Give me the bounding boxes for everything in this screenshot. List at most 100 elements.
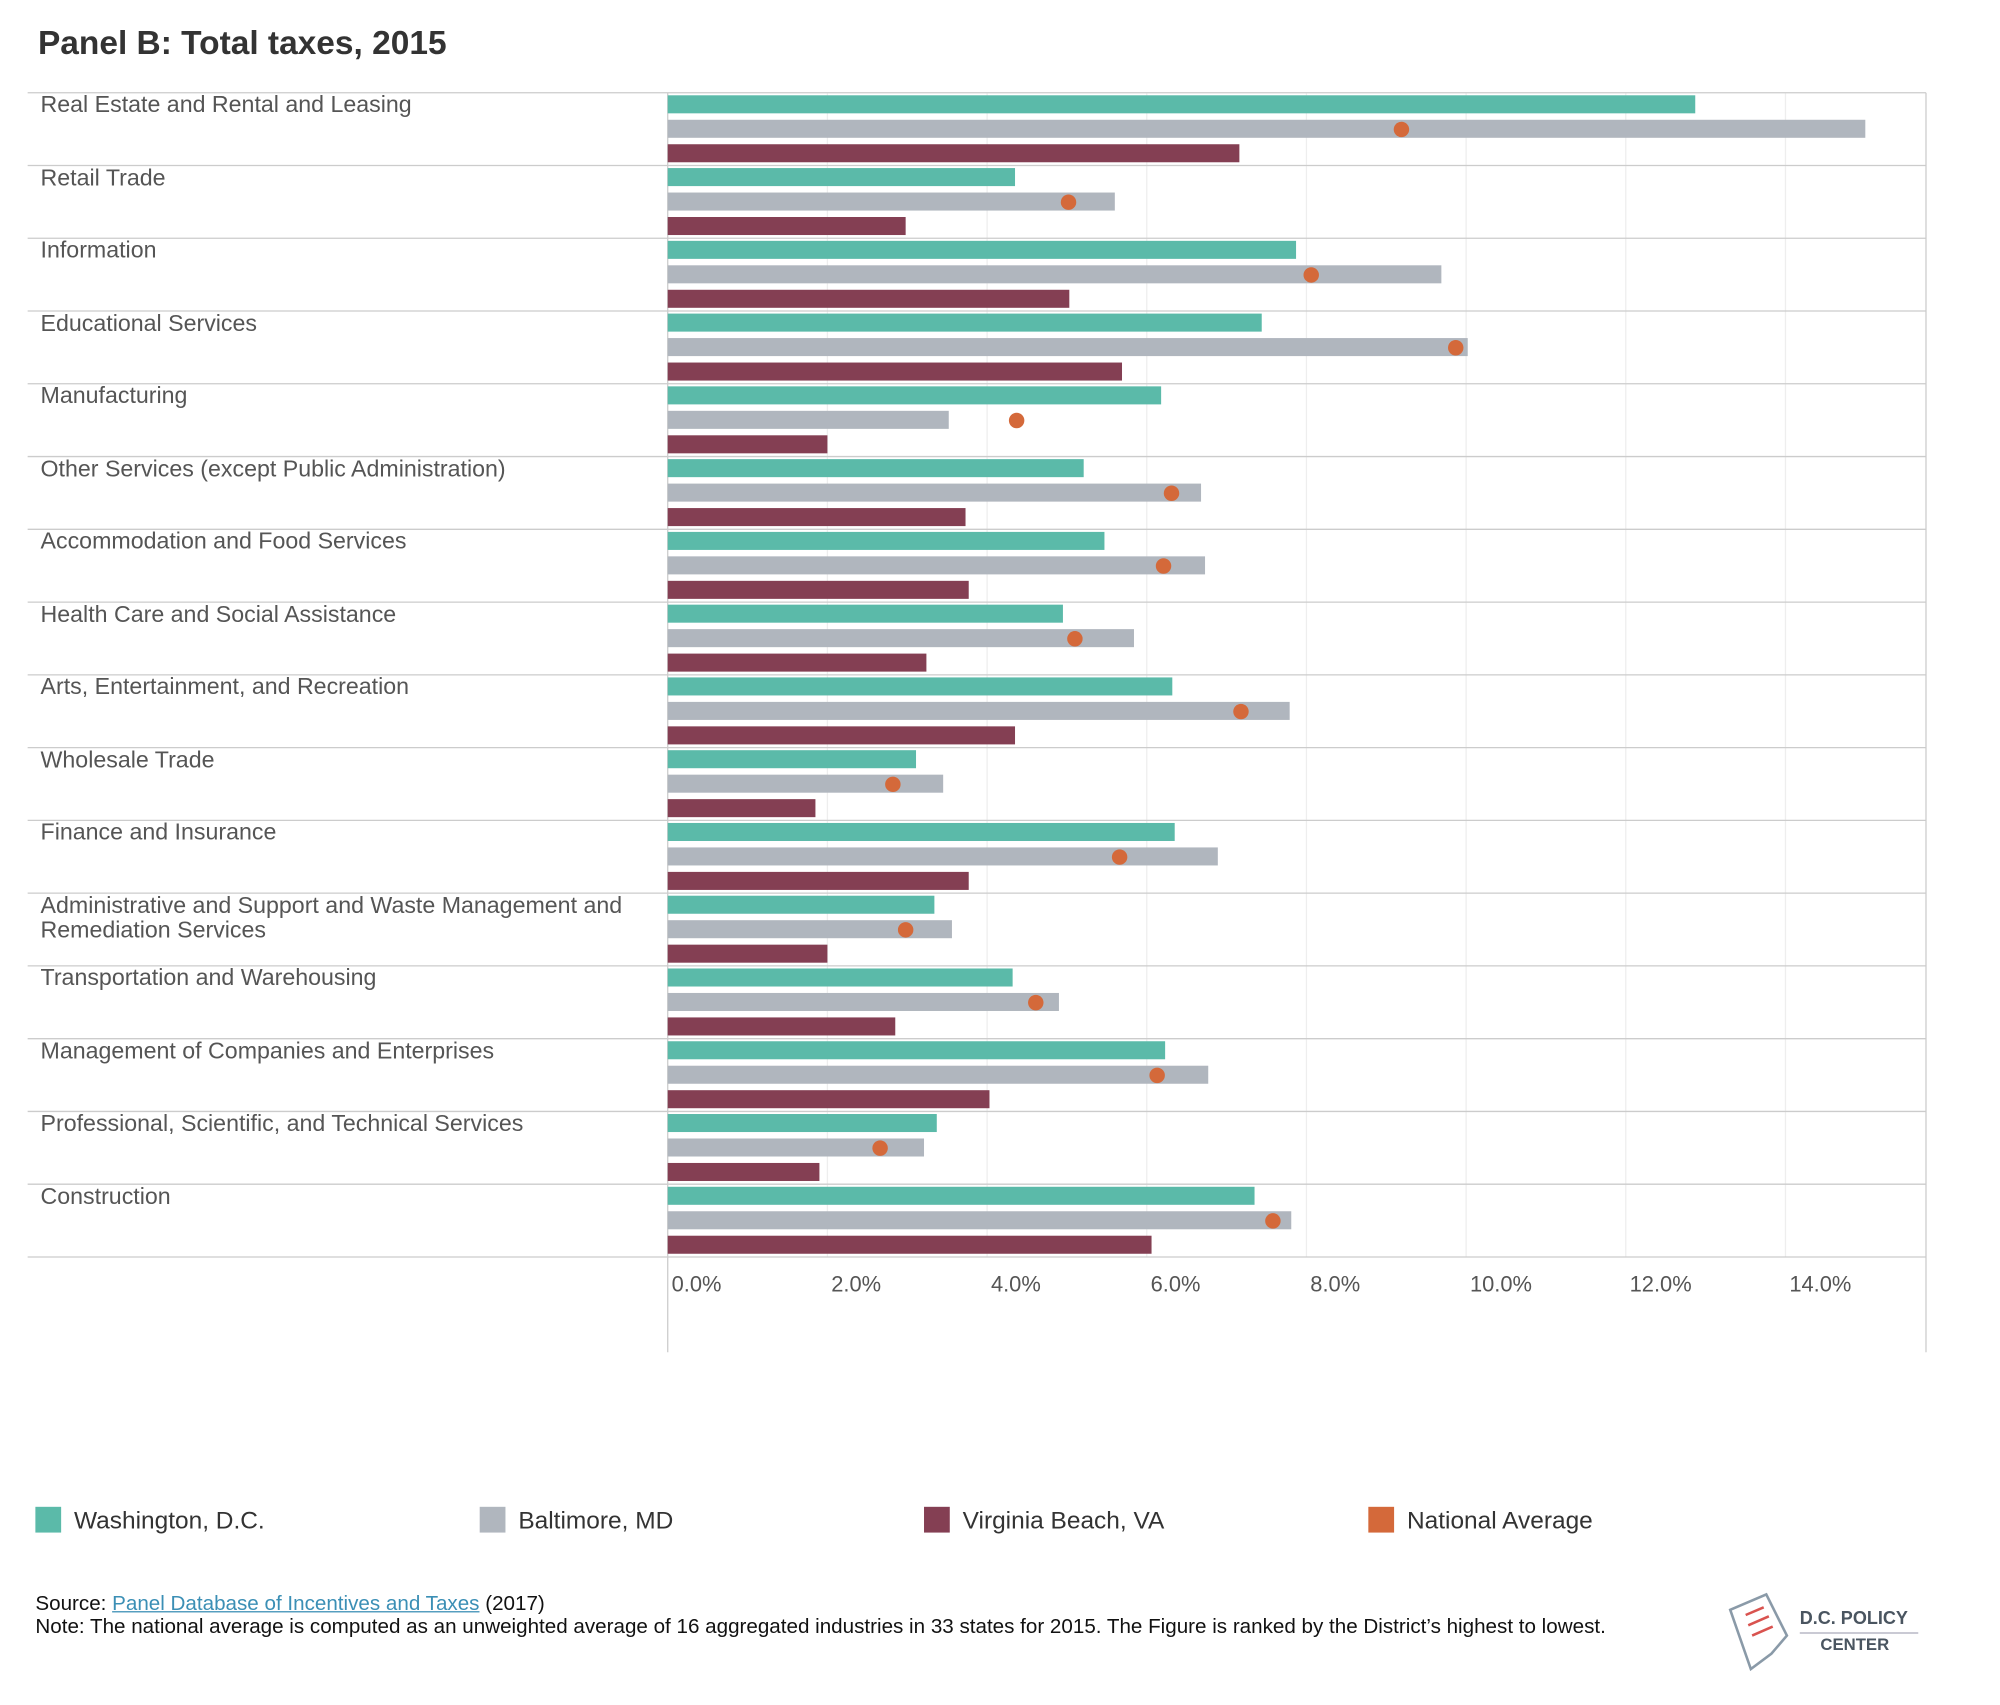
bar <box>667 677 1173 696</box>
legend-swatch <box>479 1506 506 1533</box>
footnote: Source: Panel Database of Incentives and… <box>35 1593 1619 1638</box>
notes: Source: Panel Database of Incentives and… <box>35 1593 1619 1638</box>
bar <box>667 144 1240 163</box>
average-dot <box>1265 1213 1281 1229</box>
bar <box>667 580 969 599</box>
category-label: Professional, Scientific, and Technical … <box>40 1111 524 1136</box>
category-label: Construction <box>40 1184 171 1209</box>
category-label: Wholesale Trade <box>40 747 215 773</box>
category-label-box: Finance and Insurance <box>41 820 277 844</box>
legend-label: Virginia Beach, VA <box>963 1508 1165 1535</box>
bar <box>667 944 828 963</box>
logo-line1: D.C. POLICY <box>1800 1608 1908 1628</box>
average-dot <box>1393 121 1410 138</box>
legend-swatch <box>1368 1506 1395 1533</box>
bar <box>667 920 952 939</box>
legend-label: Washington, D.C. <box>74 1508 265 1535</box>
category-label-box: Transportation and Warehousing <box>40 965 377 991</box>
bar <box>667 459 1084 478</box>
bar <box>667 726 1016 745</box>
bar <box>667 992 1059 1011</box>
bar <box>667 871 969 890</box>
bar <box>667 1041 1166 1060</box>
bar <box>667 1090 990 1109</box>
bar <box>667 1138 925 1157</box>
category-label: Transportation and Warehousing <box>40 965 377 991</box>
logo-stripes <box>1745 1606 1774 1637</box>
average-dot <box>1233 703 1249 720</box>
logo: D.C. POLICY CENTER <box>1728 1592 1919 1672</box>
source-suffix: (2017) <box>479 1593 545 1615</box>
category-label-box: Construction <box>40 1184 171 1209</box>
average-dot <box>897 922 914 938</box>
bar <box>667 410 949 429</box>
x-tick-label: 10.0% <box>1470 1272 1532 1297</box>
logo-line2: CENTER <box>1820 1635 1889 1654</box>
x-tick-label: 6.0% <box>1151 1272 1201 1297</box>
bar <box>667 847 1218 866</box>
bar <box>667 604 1063 623</box>
bar <box>667 1065 1209 1084</box>
bar <box>667 289 1070 308</box>
bar <box>667 531 1105 550</box>
category-label: Real Estate and Rental and Leasing <box>40 92 412 118</box>
x-tick-label: 0.0% <box>672 1272 722 1297</box>
category-label: Arts, Entertainment, and Recreation <box>40 674 410 700</box>
category-label-box: Information <box>40 238 157 263</box>
category-label-box: Administrative and Support and Waste Man… <box>40 893 623 943</box>
x-tick-label: 2.0% <box>831 1272 881 1297</box>
source: Source: Panel Database of Incentives and… <box>35 1593 1619 1616</box>
logo-icon <box>1728 1592 1789 1672</box>
category-label: Management of Companies and Enterprises <box>40 1038 495 1064</box>
bar <box>667 508 966 527</box>
bar <box>667 1114 937 1133</box>
category-label-box: Retail Trade <box>40 165 166 190</box>
category-label: Health Care and Social Assistance <box>40 602 397 627</box>
bar <box>667 895 935 914</box>
average-dot <box>1448 340 1464 356</box>
bar <box>667 701 1290 720</box>
bar <box>667 313 1262 332</box>
bar <box>667 774 944 793</box>
category-label: Administrative and Support and Waste Man… <box>40 893 623 943</box>
category-label: Accommodation and Food Services <box>40 529 407 554</box>
category-label: Other Services (except Public Administra… <box>40 456 506 482</box>
bar <box>667 168 1016 187</box>
source-link[interactable]: Panel Database of Incentives and Taxes <box>112 1593 480 1615</box>
bar <box>667 1235 1152 1254</box>
bar <box>667 1186 1255 1205</box>
bar <box>667 750 917 769</box>
category-label-box: Real Estate and Rental and Leasing <box>40 92 412 118</box>
average-dot <box>1163 485 1180 501</box>
legend-label: Baltimore, MD <box>518 1508 673 1535</box>
bar <box>667 119 1866 138</box>
legend-swatch <box>35 1506 62 1533</box>
category-label-box: Educational Services <box>41 311 257 335</box>
average-dot <box>1067 631 1083 647</box>
average-dot <box>885 776 901 793</box>
category-label: Retail Trade <box>40 165 166 190</box>
x-tick-label: 14.0% <box>1789 1272 1851 1297</box>
bar <box>667 1162 820 1181</box>
bar <box>667 629 1134 648</box>
x-tick-label: 4.0% <box>991 1272 1041 1297</box>
category-label-box: Manufacturing <box>40 383 188 409</box>
note: Note: The national average is computed a… <box>35 1615 1606 1638</box>
bar <box>667 217 906 236</box>
category-label: Manufacturing <box>40 383 188 409</box>
bar <box>667 968 1013 987</box>
average-dot <box>1008 412 1025 429</box>
bar <box>667 192 1115 211</box>
average-dot <box>1060 194 1077 210</box>
bar <box>667 483 1202 502</box>
bar <box>667 240 1297 259</box>
bar <box>667 386 1162 405</box>
average-dot <box>1303 267 1319 283</box>
source-prefix: Source: <box>35 1593 113 1615</box>
category-label-box: Accommodation and Food Services <box>40 529 407 554</box>
category-label-box: Arts, Entertainment, and Recreation <box>40 674 410 700</box>
legend-swatch <box>924 1506 950 1533</box>
category-label: Information <box>40 238 157 263</box>
